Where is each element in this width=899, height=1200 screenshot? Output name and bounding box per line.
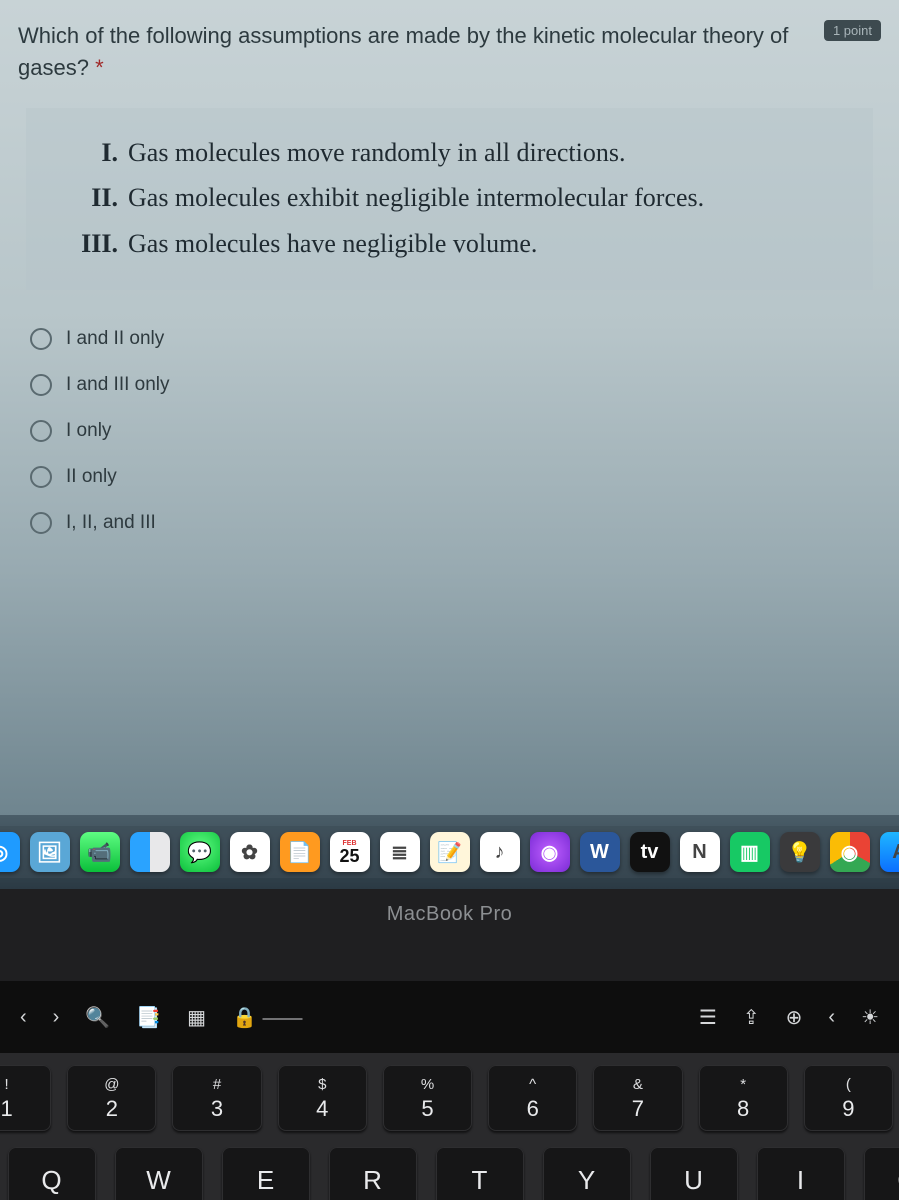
dock-music-icon[interactable]: ♪ (480, 832, 520, 872)
option-1[interactable]: I and II only (26, 316, 873, 362)
key-O[interactable]: O (864, 1147, 899, 1200)
macbook-label: MacBook Pro (387, 903, 513, 926)
dock-preview-icon[interactable]: 🖼 (30, 832, 70, 872)
dock-word-icon[interactable]: W (580, 832, 620, 872)
option-label: I, II, and III (66, 512, 156, 534)
touchbar-share-icon[interactable]: ⇪ (743, 1005, 760, 1030)
key-6[interactable]: ^6 (488, 1065, 577, 1131)
touchbar-reader-icon[interactable]: ☰ (699, 1005, 717, 1030)
dock-chrome-icon[interactable]: ◉ (830, 832, 870, 872)
key-U[interactable]: U (650, 1147, 738, 1200)
dock-strip: ◎🖼📹💬✿📄FEB25≣📝♪◉WtvN▥💡◉A (0, 815, 899, 889)
option-2[interactable]: I and III only (26, 362, 873, 408)
statement-num: II. (76, 175, 118, 221)
options-group: I and II only I and III only I only II o… (18, 308, 881, 546)
key-2[interactable]: @2 (67, 1065, 156, 1131)
option-3[interactable]: I only (26, 408, 873, 454)
key-4[interactable]: $4 (278, 1065, 367, 1131)
keyboard: !1@2#3 $4%5^6&7 *8(9 QWERTYUIO (0, 1053, 899, 1200)
touchbar-newtab-icon[interactable]: ⊕ (786, 1005, 803, 1030)
option-label: I and II only (66, 328, 164, 350)
statement-1: I. Gas molecules move randomly in all di… (76, 130, 847, 176)
statement-text: Gas molecules have negligible volume. (128, 221, 847, 267)
statement-text: Gas molecules exhibit negligible intermo… (128, 175, 847, 221)
dock-appletv-icon[interactable]: tv (630, 832, 670, 872)
key-7[interactable]: &7 (593, 1065, 682, 1131)
key-T[interactable]: T (436, 1147, 524, 1200)
dock-appstore-icon[interactable]: A (880, 832, 899, 872)
option-4[interactable]: II only (26, 454, 873, 500)
statement-text: Gas molecules move randomly in all direc… (128, 130, 847, 176)
dock-podcasts-icon[interactable]: ◉ (530, 832, 570, 872)
dock-photos-icon[interactable]: ✿ (230, 832, 270, 872)
touchbar-search-icon[interactable]: 🔍 (85, 1005, 110, 1030)
radio-icon (30, 466, 52, 488)
statement-num: III. (76, 221, 118, 267)
question-text: Which of the following assumptions are m… (18, 23, 788, 80)
touchbar-tabs-icon[interactable]: ▦ (187, 1005, 206, 1030)
option-5[interactable]: I, II, and III (26, 500, 873, 546)
dock-reminders-icon[interactable]: ≣ (380, 832, 420, 872)
dock-notes-icon[interactable]: 📝 (430, 832, 470, 872)
question-header: Which of the following assumptions are m… (18, 20, 881, 84)
laptop-hinge: MacBook Pro (0, 889, 899, 981)
statement-2: II. Gas molecules exhibit negligible int… (76, 175, 847, 221)
option-label: I and III only (66, 374, 170, 396)
touchbar-bright-icon[interactable]: ☀ (861, 1005, 879, 1030)
radio-icon (30, 328, 52, 350)
dock-messages-icon[interactable]: 💬 (180, 832, 220, 872)
key-E[interactable]: E (222, 1147, 310, 1200)
required-star: * (95, 55, 104, 80)
dock-numbers-icon[interactable]: ▥ (730, 832, 770, 872)
dock-calendar-icon[interactable]: FEB25 (330, 832, 370, 872)
touchbar-back2-icon[interactable]: ‹ (828, 1006, 835, 1029)
touchbar-fwd-icon[interactable]: › (53, 1006, 60, 1029)
keyboard-number-row: !1@2#3$4%5^6&7*8(9 (6, 1065, 893, 1131)
key-Y[interactable]: Y (543, 1147, 631, 1200)
key-5[interactable]: %5 (383, 1065, 472, 1131)
option-label: II only (66, 466, 117, 488)
dock-pages-icon[interactable]: 📄 (280, 832, 320, 872)
key-I[interactable]: I (757, 1147, 845, 1200)
dock: ◎🖼📹💬✿📄FEB25≣📝♪◉WtvN▥💡◉A (0, 826, 899, 878)
key-8[interactable]: *8 (699, 1065, 788, 1131)
question-title: Which of the following assumptions are m… (18, 20, 798, 84)
dock-facetime-icon[interactable]: 📹 (80, 832, 120, 872)
touchbar-back-icon[interactable]: ‹ (20, 1006, 27, 1029)
radio-icon (30, 512, 52, 534)
form-screen: Which of the following assumptions are m… (0, 0, 899, 815)
key-R[interactable]: R (329, 1147, 417, 1200)
key-1[interactable]: !1 (0, 1065, 51, 1131)
key-W[interactable]: W (115, 1147, 203, 1200)
option-label: I only (66, 420, 111, 442)
statements-block: I. Gas molecules move randomly in all di… (26, 108, 873, 291)
points-badge: 1 point (824, 20, 881, 41)
dock-notion-icon[interactable]: N (680, 832, 720, 872)
touchbar-url-icon[interactable]: 🔒 ⎯⎯⎯⎯ (232, 1005, 302, 1030)
radio-icon (30, 420, 52, 442)
key-3[interactable]: #3 (172, 1065, 261, 1131)
dock-lamp-icon[interactable]: 💡 (780, 832, 820, 872)
keyboard-letter-row: QWERTYUIO (6, 1147, 893, 1200)
statement-num: I. (76, 130, 118, 176)
key-Q[interactable]: Q (8, 1147, 96, 1200)
dock-finder-icon[interactable] (130, 832, 170, 872)
touch-bar: ‹ › 🔍 📑 ▦ 🔒 ⎯⎯⎯⎯ ☰ ⇪ ⊕ ‹ ☀ (0, 981, 899, 1053)
dock-safari-icon[interactable]: ◎ (0, 832, 20, 872)
key-9[interactable]: (9 (804, 1065, 893, 1131)
statement-3: III. Gas molecules have negligible volum… (76, 221, 847, 267)
touchbar-bookmark-icon[interactable]: 📑 (136, 1005, 161, 1030)
radio-icon (30, 374, 52, 396)
